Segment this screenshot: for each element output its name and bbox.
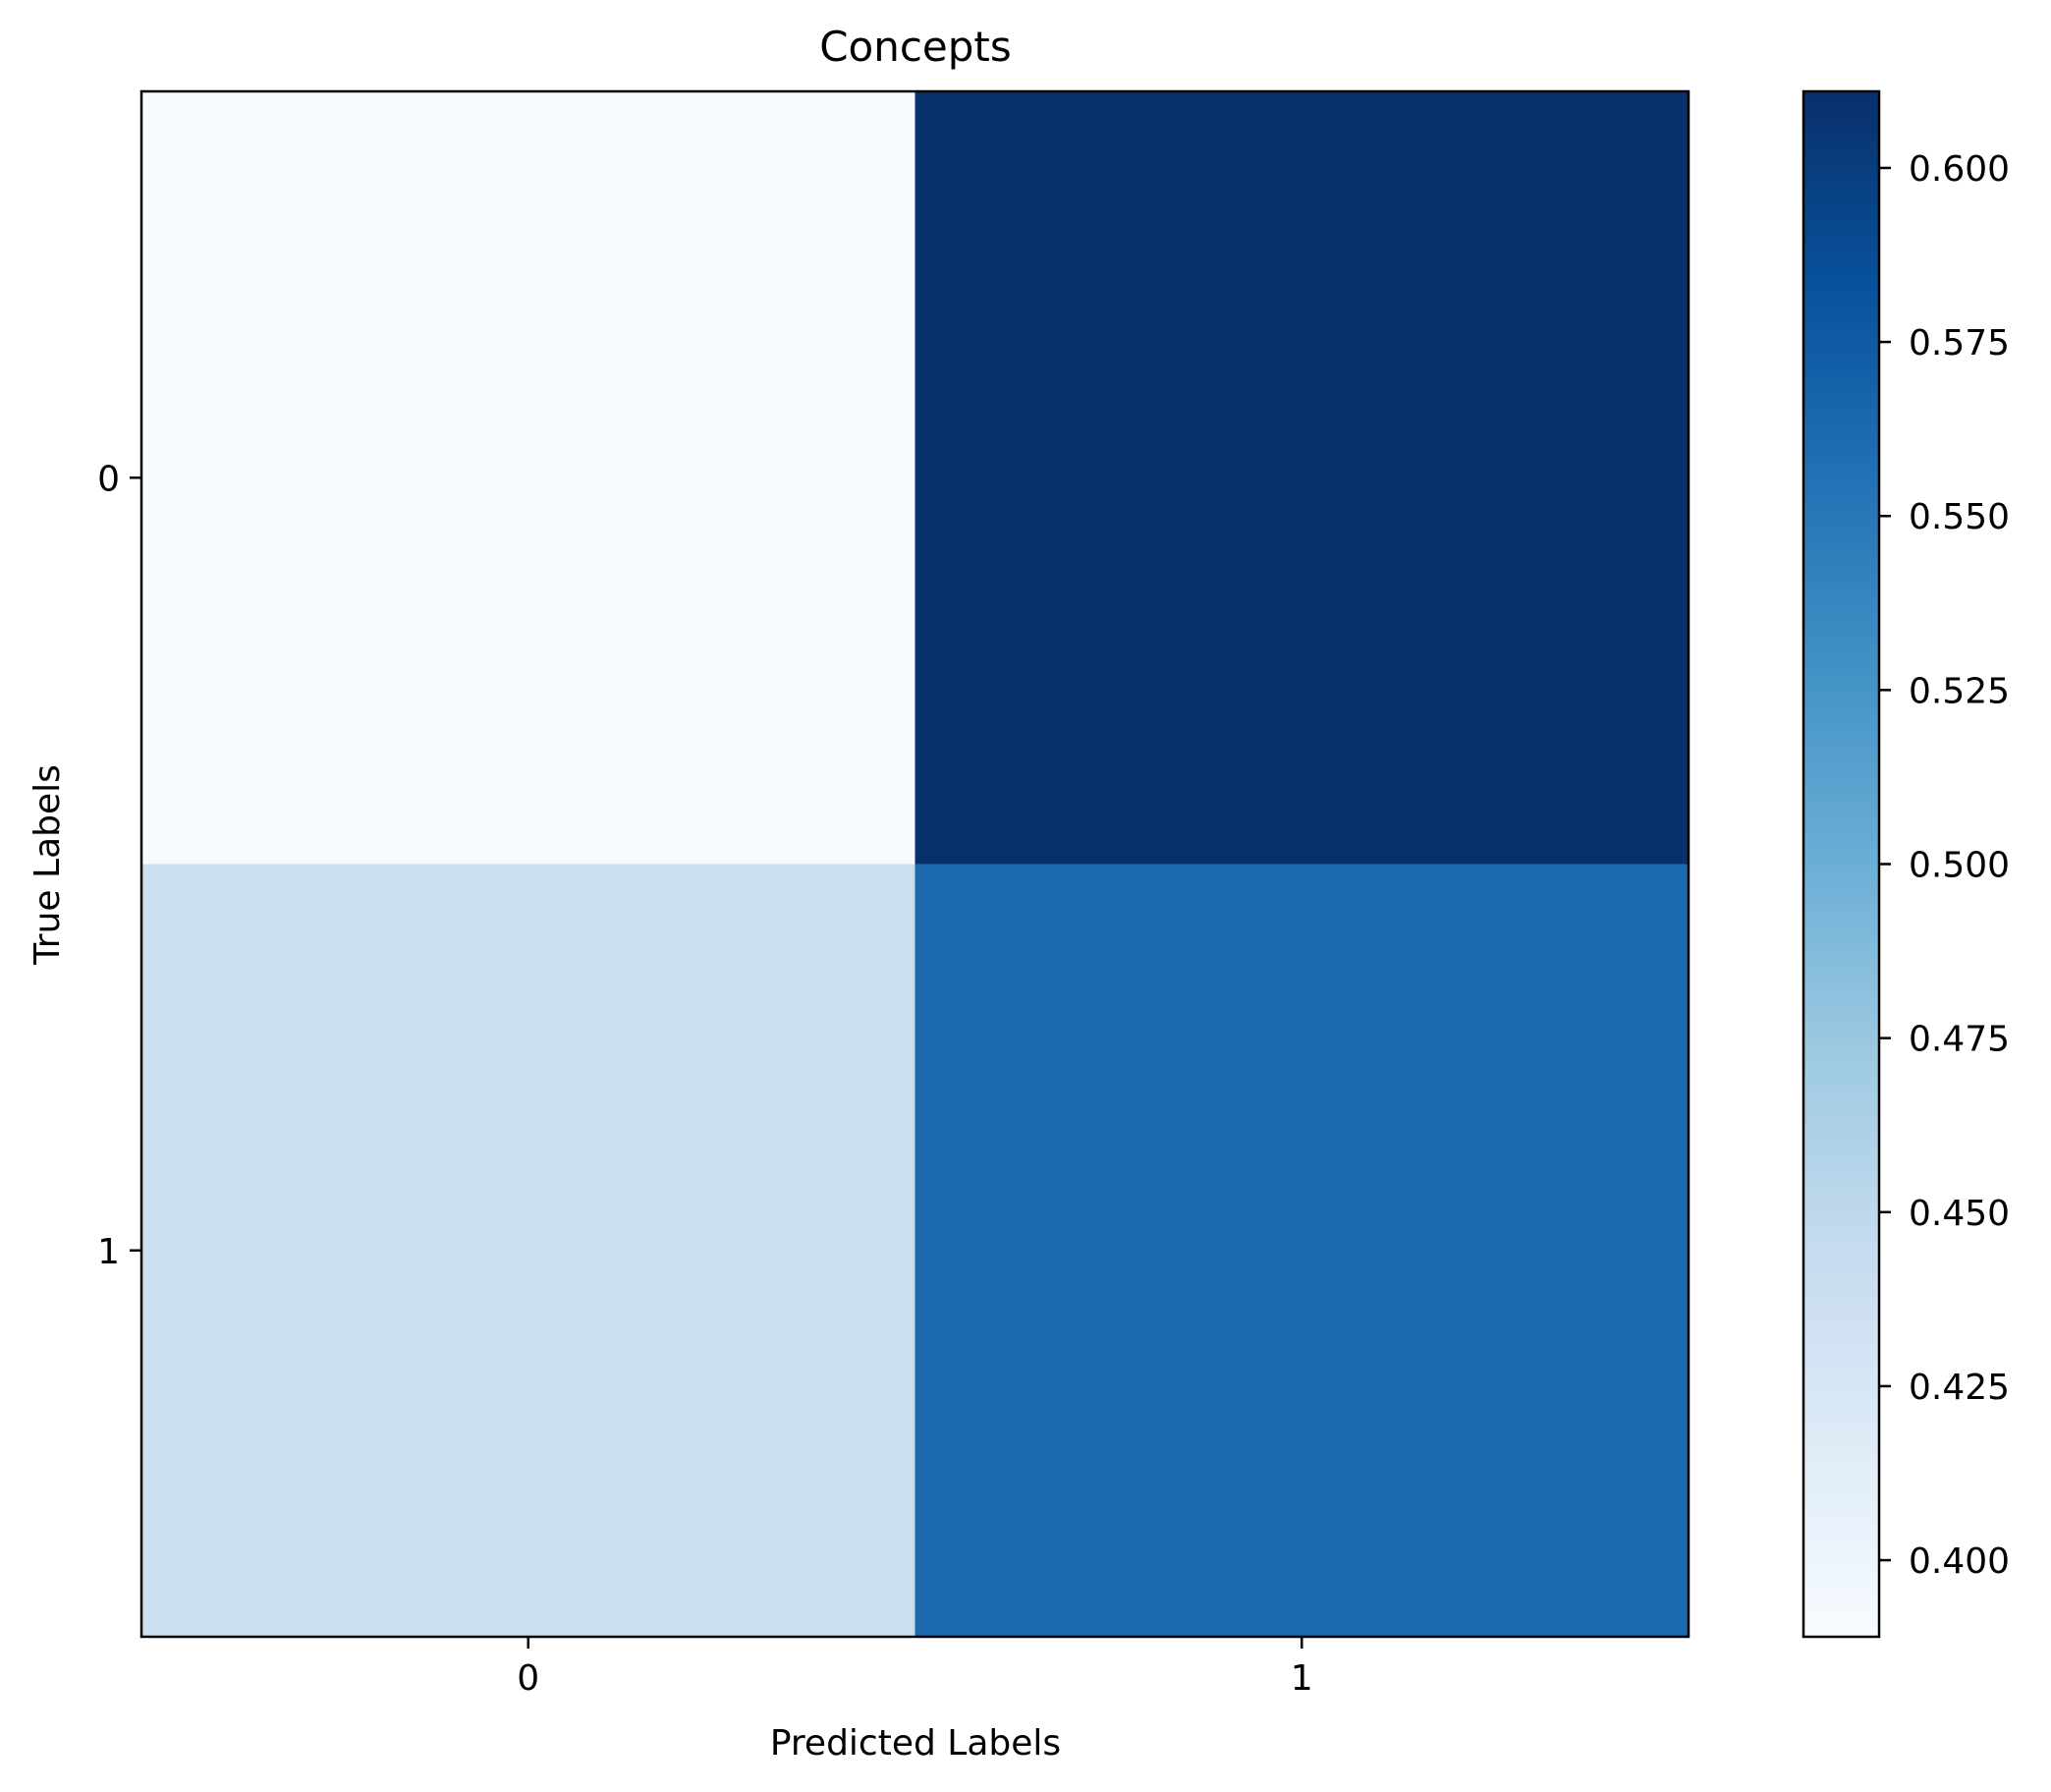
chart-title: Concepts xyxy=(819,23,1012,71)
heatmap-cell-r1-c1 xyxy=(915,864,1690,1638)
y-tick-label: 0 xyxy=(97,459,120,499)
colorbar-tick-label: 0.525 xyxy=(1909,671,2010,711)
x-tick-label: 0 xyxy=(517,1658,539,1699)
y-axis-label: True Labels xyxy=(28,764,68,966)
plot-frame xyxy=(139,89,1691,1639)
colorbar xyxy=(1802,89,1881,1639)
colorbar-tick-label: 0.400 xyxy=(1909,1541,2010,1582)
y-axis-ticks: 01 xyxy=(97,459,141,1272)
heatmap-cell-r0-c1 xyxy=(915,91,1690,865)
heatmap-cells xyxy=(141,91,1690,1638)
x-tick-label: 1 xyxy=(1291,1658,1313,1699)
y-tick-label: 1 xyxy=(97,1232,120,1272)
colorbar-tick-label: 0.450 xyxy=(1909,1194,2010,1234)
colorbar-tick-label: 0.600 xyxy=(1909,149,2010,190)
colorbar-tick-label: 0.475 xyxy=(1909,1020,2010,1060)
colorbar-tick-label: 0.550 xyxy=(1909,497,2010,537)
x-axis-label: Predicted Labels xyxy=(770,1723,1061,1764)
colorbar-tick-label: 0.500 xyxy=(1909,846,2010,886)
heatmap-cell-r0-c0 xyxy=(141,91,915,865)
colorbar-ticks: 0.400 0.425 0.450 0.475 0.500 0.525 0.550 0.575… xyxy=(1879,149,2010,1582)
colorbar-tick-label: 0.425 xyxy=(1909,1368,2010,1408)
heatmap-cell-r1-c0 xyxy=(141,864,915,1638)
colorbar-tick-label: 0.575 xyxy=(1909,323,2010,364)
